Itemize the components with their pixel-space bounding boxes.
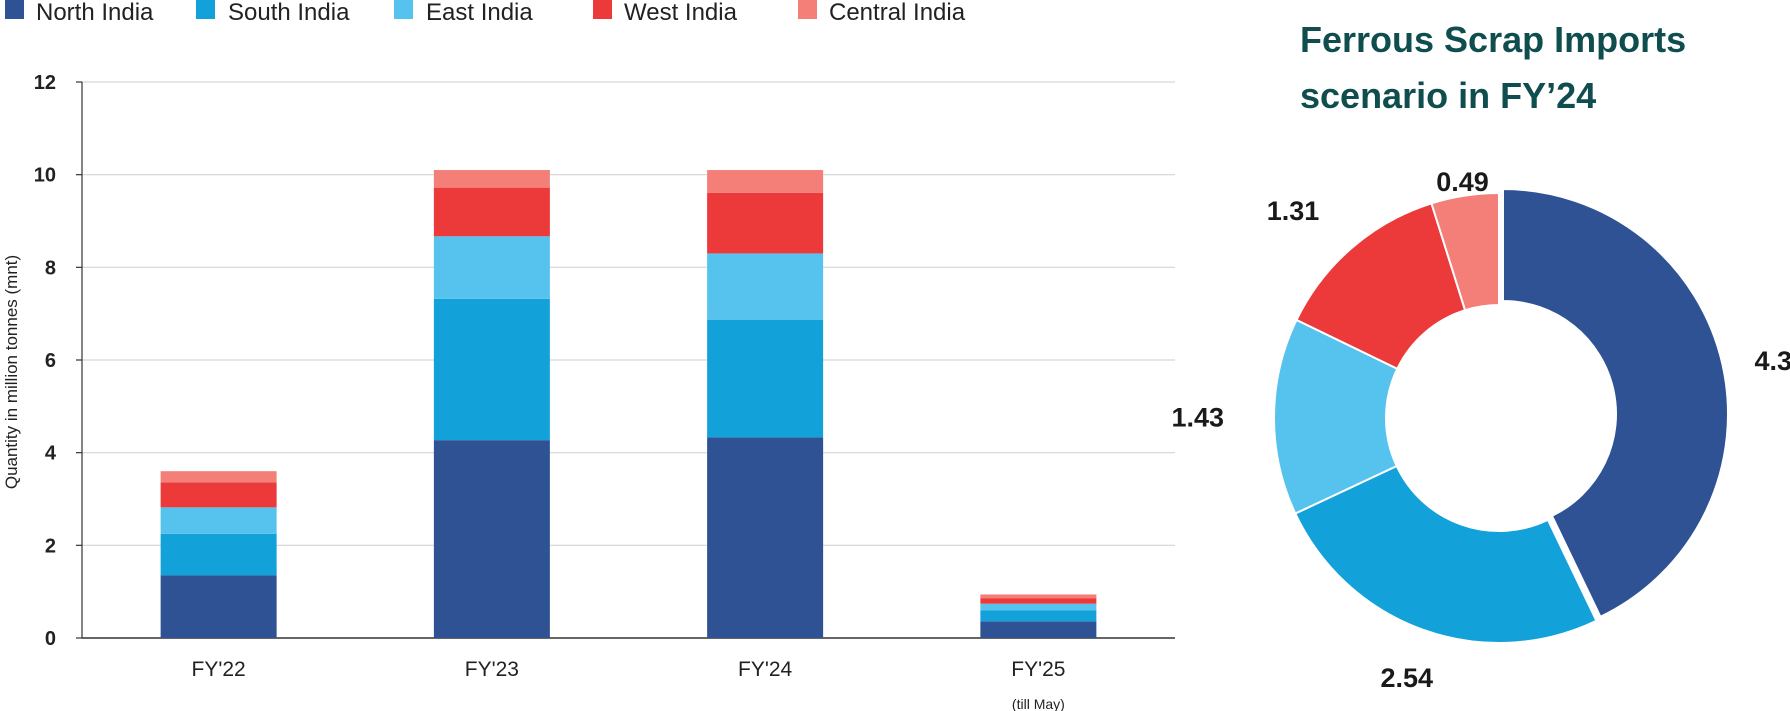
x-axis: FY'22 FY'23 FY'24 FY'25 (till May) <box>192 658 1066 711</box>
legend-label-south-india: South India <box>228 0 350 26</box>
bar-segment-fy-22-north-india <box>160 575 277 638</box>
donut-value-label-east-india: 1.43 <box>1171 402 1224 432</box>
bar-segment-fy-23-west-india <box>433 187 550 237</box>
donut-value-label-central-india: 0.49 <box>1436 167 1489 197</box>
y-tick-label: 2 <box>45 535 56 557</box>
legend-label-north-india: North India <box>36 0 154 26</box>
bar-segment-fy-25-east-india <box>980 603 1097 611</box>
y-axis: 0 2 4 6 8 10 12 <box>34 72 83 650</box>
bar-segment-fy-23-central-india <box>433 170 550 188</box>
bar-segment-fy-25-west-india <box>980 598 1097 604</box>
y-tick-label: 0 <box>45 628 56 650</box>
y-tick-label: 8 <box>45 257 56 279</box>
y-tick-label: 4 <box>45 443 57 465</box>
x-tick-label: FY'22 <box>192 658 246 681</box>
bars <box>160 170 1097 638</box>
bar-segment-fy-25-north-india <box>980 621 1097 638</box>
legend-swatch-north-india <box>5 0 24 19</box>
y-axis-label: Quantity in million tonnes (mnt) <box>2 255 21 489</box>
donut-value-label-west-india: 1.31 <box>1267 196 1320 226</box>
bar-segment-fy-22-west-india <box>160 482 277 508</box>
bar-segment-fy-25-south-india <box>980 610 1097 622</box>
y-tick-label: 6 <box>45 350 56 372</box>
legend-label-east-india: East India <box>426 0 533 26</box>
donut-title-line-1: Ferrous Scrap Imports <box>1300 19 1686 60</box>
legend-swatch-central-india <box>798 0 817 19</box>
donut-value-label-north-india: 4.33 <box>1754 346 1790 376</box>
donut-slice-south-india <box>1293 464 1598 644</box>
legend: North India South India East India West … <box>5 0 966 26</box>
x-tick-sublabel: (till May) <box>1012 696 1065 711</box>
y-tick-label: 12 <box>34 72 56 94</box>
bar-segment-fy-24-north-india <box>707 437 824 638</box>
legend-label-west-india: West India <box>624 0 738 26</box>
legend-swatch-west-india <box>593 0 612 19</box>
bar-segment-fy-22-central-india <box>160 471 277 483</box>
x-tick-label: FY'25 <box>1011 658 1065 681</box>
bar-segment-fy-23-south-india <box>433 298 550 441</box>
legend-swatch-east-india <box>394 0 413 19</box>
x-tick-label: FY'24 <box>738 658 793 681</box>
donut-slice-east-india <box>1273 318 1399 515</box>
bar-segment-fy-23-north-india <box>433 440 550 638</box>
legend-swatch-south-india <box>196 0 215 19</box>
bar-segment-fy-24-south-india <box>707 319 824 438</box>
bar-segment-fy-23-east-india <box>433 236 550 299</box>
bar-segment-fy-22-south-india <box>160 533 277 576</box>
donut-slice-north-india <box>1502 187 1729 619</box>
donut-title-line-2: scenario in FY’24 <box>1300 75 1596 116</box>
bar-segment-fy-22-east-india <box>160 507 277 534</box>
donut-value-label-south-india: 2.54 <box>1380 663 1433 693</box>
donut-slice-central-india <box>1430 191 1500 312</box>
x-tick-label: FY'23 <box>465 658 519 681</box>
bar-segment-fy-24-east-india <box>707 253 824 320</box>
legend-label-central-india: Central India <box>829 0 966 26</box>
y-tick-label: 10 <box>34 165 56 187</box>
bar-segment-fy-24-west-india <box>707 192 824 254</box>
donut-chart: 4.33 2.54 1.43 1.31 0.49 <box>1171 167 1790 693</box>
bar-segment-fy-25-central-india <box>980 594 1097 599</box>
bar-segment-fy-24-central-india <box>707 170 824 193</box>
